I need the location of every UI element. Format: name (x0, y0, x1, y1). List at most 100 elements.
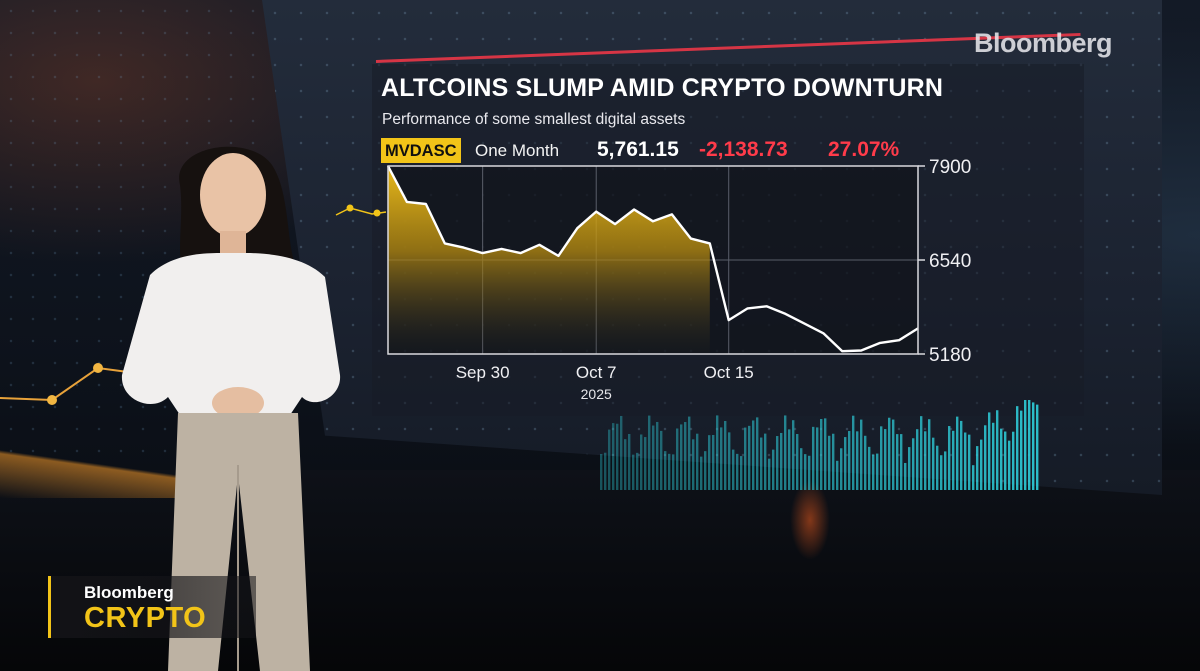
bloomberg-watermark: Bloomberg (974, 28, 1113, 58)
cyan-bar (876, 453, 879, 490)
cyan-bar (632, 454, 635, 490)
cyan-bar (1020, 410, 1023, 490)
cyan-bar (932, 437, 935, 490)
cyan-bar (936, 445, 939, 490)
x-tick-label: Sep 30 (456, 363, 510, 382)
cyan-bar (768, 458, 771, 490)
ticker-period: One Month (475, 141, 560, 160)
cyan-bar (908, 447, 911, 490)
x-axis: Sep 30 Oct 7 Oct 15 (456, 363, 754, 382)
cyan-bar (764, 433, 767, 490)
cyan-bar (972, 465, 975, 490)
ticker-last-price: 5,761.15 (597, 138, 679, 161)
cyan-bar (984, 425, 987, 490)
connector-dot (373, 209, 381, 217)
y-axis: 7900 6540 5180 (918, 157, 971, 366)
cyan-bar (604, 452, 607, 490)
cyan-bar (1008, 440, 1011, 490)
cyan-bar (652, 425, 655, 490)
chart-subtitle: Performance of some smallest digital ass… (382, 111, 686, 128)
x-tick-label: Oct 15 (704, 363, 754, 382)
cyan-bar (1012, 431, 1015, 490)
cyan-bar (744, 427, 747, 490)
side-wall-line-graphic (0, 363, 129, 405)
x-tick-label: Oct 7 (576, 363, 617, 382)
cyan-bar (776, 436, 779, 490)
cyan-bar (732, 449, 735, 490)
cyan-bar (740, 456, 743, 490)
cyan-bar (828, 435, 831, 490)
cyan-bar (980, 439, 983, 490)
cyan-bar (800, 448, 803, 490)
cyan-bar (812, 426, 815, 490)
y-tick-label: 7900 (929, 157, 971, 178)
cyan-bar (900, 434, 903, 490)
cyan-bar (920, 416, 923, 490)
cyan-bar (1004, 431, 1007, 490)
cyan-bar (996, 410, 999, 490)
cyan-bar (884, 429, 887, 490)
cyan-bar (952, 430, 955, 490)
cyan-bar (916, 429, 919, 490)
floor-reflection (790, 480, 830, 560)
cyan-bar (712, 434, 715, 490)
cyan-bar (692, 439, 695, 490)
cyan-bar (1000, 428, 1003, 490)
cyan-bar (600, 454, 603, 490)
cyan-bar (912, 438, 915, 490)
cyan-bar (728, 432, 731, 490)
cyan-bar (696, 433, 699, 490)
cyan-bar (836, 460, 839, 490)
price-line (386, 165, 919, 353)
cyan-bar (620, 415, 623, 490)
cyan-bar (752, 420, 755, 490)
cyan-bar (680, 424, 683, 490)
cyan-bar (956, 416, 959, 490)
y-tick-label: 5180 (929, 345, 971, 366)
cyan-bar (860, 419, 863, 490)
cyan-bar (816, 427, 819, 490)
cyan-bar (844, 437, 847, 490)
cyan-bar (1032, 402, 1035, 490)
cyan-bar (688, 416, 691, 490)
cyan-bar (720, 427, 723, 490)
cyan-bar (992, 422, 995, 490)
cyan-bar (624, 439, 627, 490)
cyan-bar (848, 431, 851, 490)
cyan-bar (976, 446, 979, 490)
cyan-bar (948, 426, 951, 490)
cyan-bar (856, 431, 859, 490)
ticker-percent-change: 27.07% (828, 138, 900, 161)
cyan-bar (636, 452, 639, 490)
cyan-bar (608, 429, 611, 490)
cyan-bar (684, 422, 687, 490)
lower-third-show: CRYPTO (84, 602, 207, 634)
cyan-bar (656, 421, 659, 490)
cyan-bar (760, 437, 763, 490)
cyan-bar (748, 425, 751, 490)
cyan-bar (784, 415, 787, 490)
area-fill (388, 166, 710, 354)
cyan-bar (960, 420, 963, 490)
cyan-bar (888, 417, 891, 490)
cyan-bar (964, 432, 967, 490)
cyan-bar (808, 455, 811, 490)
cyan-bar (928, 419, 931, 490)
cyan-bar (968, 434, 971, 490)
cyan-bar (648, 415, 651, 490)
lower-third-brand: Bloomberg (84, 583, 174, 602)
y-tick-label: 6540 (929, 251, 971, 272)
cyan-bar (872, 454, 875, 490)
cyan-bar (864, 435, 867, 490)
cyan-bar (708, 435, 711, 490)
cyan-bar (736, 453, 739, 490)
cyan-bar (896, 434, 899, 490)
lower-third-bar (48, 576, 256, 638)
cyan-bar (792, 420, 795, 490)
cyan-bar (892, 419, 895, 490)
cyan-bar (788, 429, 791, 490)
ticker-symbol-badge: MVDASC (381, 138, 461, 163)
cyan-bar (1016, 406, 1019, 490)
cyan-bar (772, 449, 775, 490)
